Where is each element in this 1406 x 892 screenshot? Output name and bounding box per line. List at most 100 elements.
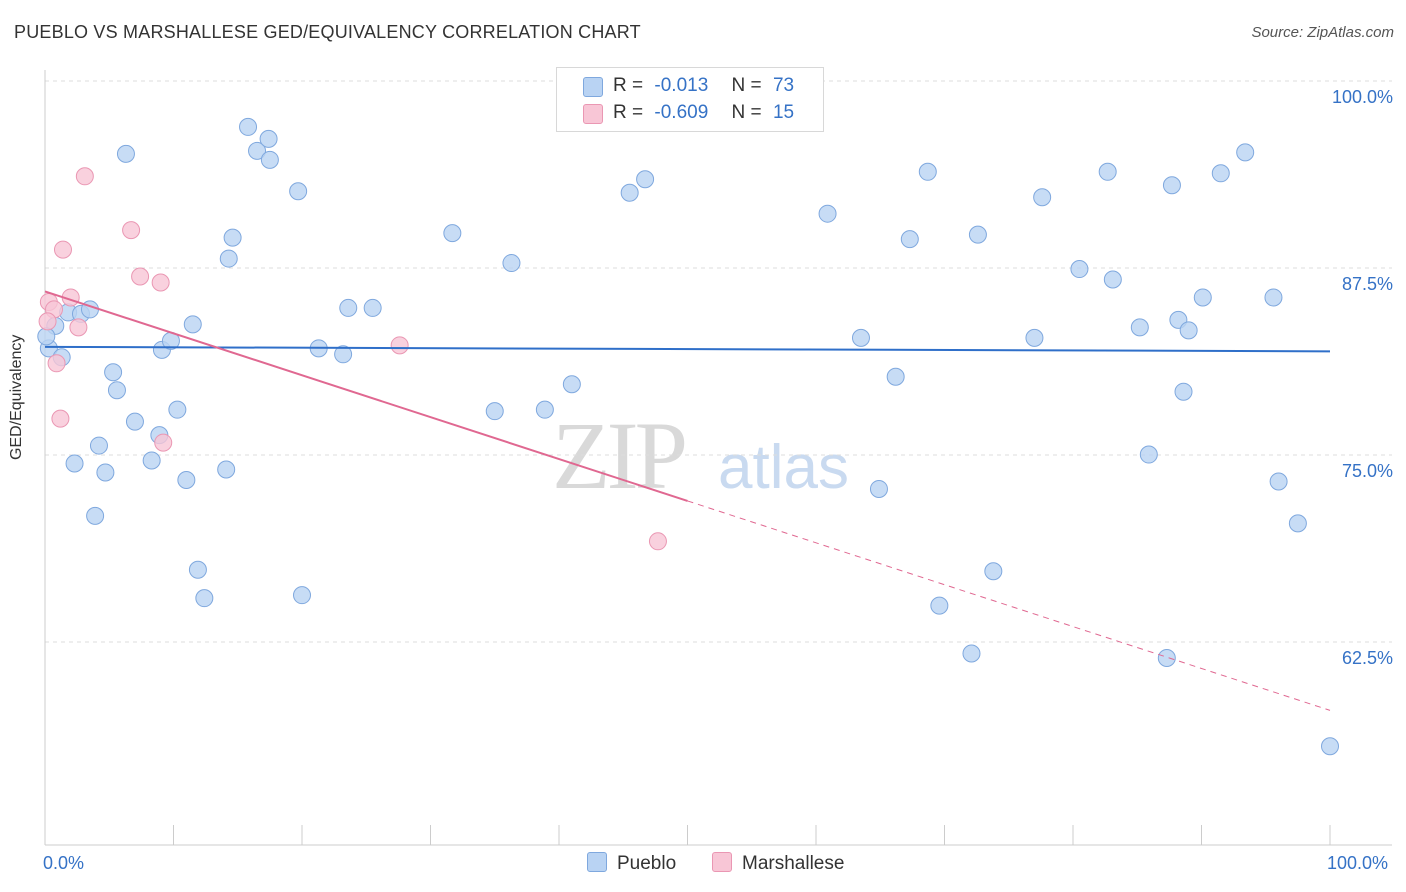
pueblo-point (1269, 472, 1288, 491)
pueblo-point (1236, 143, 1255, 162)
y-tick-label: 75.0% (1342, 461, 1393, 481)
legend-item-pueblo[interactable]: Pueblo (587, 852, 676, 875)
y-tick-label: 62.5% (1342, 648, 1393, 668)
pueblo-point (1193, 288, 1212, 307)
legend-r-label: R = (613, 102, 644, 123)
pueblo-point (334, 345, 353, 364)
pueblo-point (183, 315, 202, 334)
pueblo-point (818, 204, 837, 223)
pueblo-point (239, 117, 258, 136)
pueblo-point (168, 400, 187, 419)
pueblo-point (1098, 162, 1117, 181)
pueblo-point (104, 363, 123, 382)
legend-n-label: N = (731, 75, 762, 96)
y-tick-label: 87.5% (1342, 274, 1393, 294)
pueblo-point (1157, 649, 1176, 667)
pueblo-point (1103, 270, 1122, 289)
pueblo-point (535, 400, 554, 419)
legend-r-label: R = (613, 75, 644, 96)
marshallese-point (122, 221, 141, 240)
pueblo-point (195, 589, 214, 608)
pueblo-point (1174, 382, 1193, 401)
pueblo-point (620, 183, 639, 202)
marshallese-trend-extension (687, 500, 1331, 711)
pueblo-r-value: -0.013 (654, 75, 709, 96)
x-tick-min: 0.0% (43, 853, 85, 873)
pueblo-point (869, 479, 888, 498)
pueblo-point (289, 182, 308, 201)
gridlines (45, 80, 1392, 643)
pueblo-point (37, 327, 56, 346)
pueblo-point (219, 249, 238, 268)
marshallese-legend-label: Marshallese (742, 853, 845, 874)
marshallese-point (151, 273, 170, 292)
y-tick-label: 100.0% (1332, 87, 1393, 107)
pueblo-point (1130, 318, 1149, 337)
legend-n-label: N = (731, 102, 762, 123)
pueblo-point (217, 460, 236, 479)
pueblo-point (125, 412, 144, 431)
chart-title: PUEBLO VS MARSHALLESE GED/EQUIVALENCY CO… (14, 22, 641, 42)
pueblo-point (502, 254, 521, 273)
pueblo-point (188, 560, 207, 579)
marshallese-swatch (583, 104, 603, 124)
pueblo-point (89, 436, 108, 455)
pueblo-point (900, 230, 919, 249)
pueblo-point (968, 225, 987, 244)
pueblo-point (248, 141, 267, 160)
pueblo-trend-line (44, 345, 1331, 353)
pueblo-points (37, 117, 1339, 756)
pueblo-legend-swatch (587, 852, 607, 872)
pueblo-point (223, 228, 242, 247)
pueblo-point (984, 562, 1003, 581)
trend-lines (44, 290, 1331, 711)
x-tick-max: 100.0% (1327, 853, 1389, 873)
pueblo-point (886, 367, 905, 386)
marshallese-point (154, 433, 173, 452)
marshallese-point (75, 167, 94, 186)
pueblo-point (142, 451, 161, 470)
marshallese-point (51, 409, 70, 428)
stats-legend: R = -0.013 N = 73 R = -0.609 N = 15 (556, 67, 824, 132)
pueblo-point (918, 162, 937, 181)
marshallese-trend-line (44, 290, 688, 502)
pueblo-point (1139, 445, 1158, 464)
pueblo-point (562, 375, 581, 394)
pueblo-point (1162, 176, 1181, 195)
legend-item-marshallese[interactable]: Marshallese (712, 852, 844, 875)
tick-labels: 62.5% 75.0% 87.5% 100.0% (1332, 87, 1393, 668)
marshallese-point (47, 354, 66, 373)
pueblo-point (177, 470, 196, 489)
source-label: Source: ZipAtlas.com (1251, 24, 1394, 41)
marshallese-point (131, 267, 150, 286)
marshallese-point (648, 532, 667, 551)
pueblo-point (1179, 321, 1198, 340)
axes (44, 70, 1392, 846)
watermark-atlas: atlas (718, 433, 849, 502)
pueblo-point (1070, 260, 1089, 279)
pueblo-point (107, 381, 126, 400)
pueblo-point (1288, 514, 1307, 533)
marshallese-points (38, 167, 667, 551)
pueblo-point (485, 402, 504, 421)
marshallese-r-value: -0.609 (654, 102, 709, 123)
pueblo-point (636, 170, 655, 189)
pueblo-point (86, 506, 105, 525)
pueblo-point (851, 328, 870, 347)
marshallese-point (69, 318, 88, 337)
legend-row-marshallese: R = -0.609 N = 15 (557, 101, 823, 127)
pueblo-point (293, 586, 311, 605)
legend-row-pueblo: R = -0.013 N = 73 (557, 74, 823, 100)
pueblo-point (1321, 737, 1339, 756)
pueblo-n-value: 73 (772, 75, 795, 96)
marshallese-point (53, 240, 72, 259)
pueblo-legend-label: Pueblo (617, 853, 677, 874)
y-axis-label: GED/Equivalency (8, 334, 25, 460)
pueblo-point (1033, 188, 1052, 207)
marshallese-point (38, 312, 57, 331)
pueblo-point (1211, 164, 1230, 183)
pueblo-point (116, 144, 135, 163)
marshallese-legend-swatch (712, 852, 732, 872)
pueblo-swatch (583, 77, 603, 97)
